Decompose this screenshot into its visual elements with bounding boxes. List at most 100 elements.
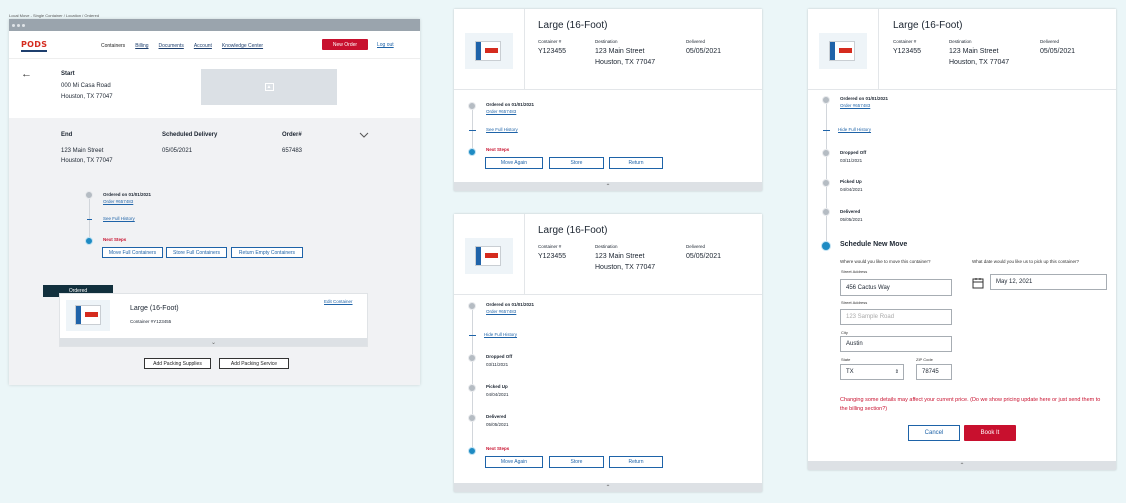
start-label: Start xyxy=(61,71,75,77)
schedule-move-card: Large (16-Foot) Container # Y123455 Dest… xyxy=(808,9,1116,470)
store-button[interactable]: Store xyxy=(549,157,604,169)
ordered-on-text: Ordered on 01/01/2021 xyxy=(840,96,889,101)
zip-label: ZIP Code xyxy=(916,357,933,362)
nav-links: Containers Billing Documents Account Kno… xyxy=(101,43,263,49)
end-label: End xyxy=(61,132,73,138)
delivered-status-label: Delivered xyxy=(840,209,861,214)
order-number-value: 657483 xyxy=(282,148,303,154)
return-button[interactable]: Return xyxy=(609,157,663,169)
timeline-line xyxy=(472,107,473,151)
collapse-card-bar[interactable]: ⌃ xyxy=(454,182,762,191)
calendar-icon[interactable] xyxy=(972,277,984,289)
zip-input[interactable]: 78745 xyxy=(916,364,952,380)
next-steps-label: Next Steps xyxy=(103,237,127,242)
logo-text: PODS xyxy=(21,40,48,49)
nav-link-documents[interactable]: Documents xyxy=(158,43,184,49)
schedule-title: Schedule New Move xyxy=(840,241,908,248)
pods-logo[interactable]: PODS xyxy=(21,40,47,52)
order-link[interactable]: Order #657483 xyxy=(103,199,134,204)
container-value: Y123455 xyxy=(893,48,922,55)
timeline-dropped-dot xyxy=(468,354,476,362)
card-header: Large (16-Foot) Container # Y123455 Dest… xyxy=(454,9,762,90)
city-input[interactable]: Austin xyxy=(840,336,952,352)
destination-line1: 123 Main Street xyxy=(949,48,999,55)
history-dash xyxy=(87,219,92,220)
see-full-history-link[interactable]: See Full History xyxy=(486,127,518,132)
picked-up-date: 04/04/2021 xyxy=(840,187,863,192)
chevron-down-icon[interactable] xyxy=(359,132,369,138)
pickup-date-input[interactable]: May 12, 2021 xyxy=(990,274,1107,290)
history-dash xyxy=(823,130,830,131)
destination-label: Destination xyxy=(595,244,618,249)
window-dot-icon[interactable] xyxy=(17,23,20,27)
see-full-history-link[interactable]: See Full History xyxy=(103,216,135,221)
container-thumbnail xyxy=(465,33,513,69)
store-full-containers-button[interactable]: Store Full Containers xyxy=(166,247,227,258)
store-button[interactable]: Store xyxy=(549,456,604,468)
nav-link-containers[interactable]: Containers xyxy=(101,43,126,49)
card-title: Large (16-Foot) xyxy=(538,20,608,31)
edit-container-link[interactable]: Edit Container xyxy=(324,299,353,304)
window-dot-icon[interactable] xyxy=(12,23,15,27)
nav-link-billing[interactable]: Billing xyxy=(135,43,149,49)
back-arrow-icon[interactable]: ← xyxy=(21,68,32,80)
delivered-value: 05/05/2021 xyxy=(686,253,722,260)
timeline-ordered-dot xyxy=(468,102,476,110)
timeline-delivered-dot xyxy=(822,208,830,216)
cancel-button[interactable]: Cancel xyxy=(908,425,960,441)
container-image xyxy=(829,41,855,61)
state-value: TX xyxy=(846,369,854,375)
city-label: City xyxy=(841,330,848,335)
delivered-status-date: 05/05/2021 xyxy=(840,217,863,222)
book-it-button[interactable]: Book It xyxy=(964,425,1016,441)
container-value: Y123455 xyxy=(538,48,567,55)
container-thumbnail xyxy=(66,300,110,331)
nav-link-account[interactable]: Account xyxy=(193,43,212,49)
delivered-status-label: Delivered xyxy=(486,414,507,419)
order-link[interactable]: Order #657483 xyxy=(486,109,517,114)
delivered-card-expanded: Large (16-Foot) Container # Y123455 Dest… xyxy=(454,214,762,492)
ordered-on-text: Ordered on 01/01/2021 xyxy=(103,192,152,197)
window-dot-icon[interactable] xyxy=(22,23,25,27)
return-empty-containers-button[interactable]: Return Empty Containers xyxy=(231,247,303,258)
card-title: Large (16-Foot) xyxy=(538,225,608,236)
order-link[interactable]: Order #657483 xyxy=(486,309,517,314)
move-again-button[interactable]: Move Again xyxy=(485,456,543,468)
collapse-card-bar[interactable]: ⌃ xyxy=(808,461,1116,470)
delivered-status-date: 05/05/2021 xyxy=(486,422,509,427)
timeline-next-dot xyxy=(821,241,831,251)
delivered-label: Delivered xyxy=(686,244,706,249)
hide-full-history-link[interactable]: Hide Full History xyxy=(484,332,518,337)
order-link[interactable]: Order #657483 xyxy=(840,103,871,108)
next-steps-label: Next Steps xyxy=(486,446,510,451)
delivered-card-collapsed: Large (16-Foot) Container # Y123455 Dest… xyxy=(454,9,762,191)
timeline-next-dot xyxy=(468,148,476,156)
move-full-containers-button[interactable]: Move Full Containers xyxy=(102,247,163,258)
timeline-next-dot xyxy=(468,447,476,455)
street-address-input[interactable]: 456 Cactus Way xyxy=(840,279,952,296)
container-value: Y123455 xyxy=(538,253,567,260)
nav-link-knowledge-center[interactable]: Knowledge Center xyxy=(221,43,264,49)
container-name: Large (16-Foot) xyxy=(130,305,179,312)
scheduled-delivery-label: Scheduled Delivery xyxy=(162,132,218,138)
return-button[interactable]: Return xyxy=(609,456,663,468)
move-again-button[interactable]: Move Again xyxy=(485,157,543,169)
order-details-section: End 123 Main Street Houston, TX 77047 Sc… xyxy=(9,118,420,385)
street-address-2-input[interactable]: 123 Sample Road xyxy=(840,309,952,325)
hide-full-history-link[interactable]: Hide Full History xyxy=(838,127,872,132)
street-label: Street Address xyxy=(841,269,868,274)
delivered-label: Delivered xyxy=(686,39,706,44)
container-image xyxy=(475,41,501,61)
state-select[interactable]: TX ⇕ xyxy=(840,364,904,380)
end-address-line1: 123 Main Street xyxy=(61,148,104,154)
street2-label: Street Address xyxy=(841,300,868,305)
add-packing-supplies-button[interactable]: Add Packing Supplies xyxy=(144,358,211,369)
logout-link[interactable]: Log out xyxy=(377,42,394,48)
add-packing-service-button[interactable]: Add Packing Service xyxy=(219,358,289,369)
collapse-card-bar[interactable]: ⌃ xyxy=(454,483,762,492)
expand-card-bar[interactable]: ⌄ xyxy=(60,338,367,346)
new-order-button[interactable]: New Order xyxy=(322,39,368,50)
container-image xyxy=(475,246,501,266)
dropped-off-date: 03/11/2021 xyxy=(840,158,863,163)
card-title: Large (16-Foot) xyxy=(893,20,963,31)
